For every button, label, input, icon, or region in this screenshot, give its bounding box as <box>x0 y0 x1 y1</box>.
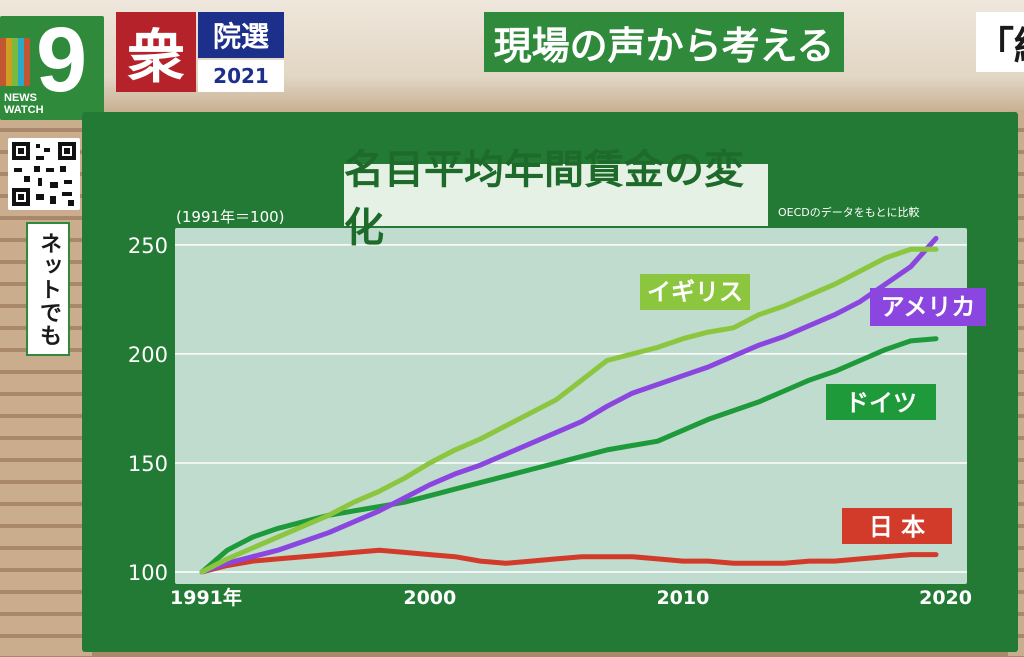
y-tick-label: 100 <box>128 561 168 585</box>
legend-text-de: ドイツ <box>845 389 917 417</box>
legend-label-us: アメリカ <box>870 288 986 326</box>
chart-source-note: OECDのデータをもとに比較 <box>778 206 920 219</box>
series-line-us <box>199 235 939 575</box>
chart-base-note: (1991年＝100) <box>176 208 285 226</box>
election-badge-char: 衆 <box>116 12 196 92</box>
segment-headline-right-fragment: 「経 <box>976 12 1024 72</box>
x-tick-label: 2000 <box>403 587 456 609</box>
legend-label-uk: イギリス <box>640 274 750 310</box>
legend-text-uk: イギリス <box>647 278 743 306</box>
legend-text-jp: 日 本 <box>869 513 925 541</box>
logo-color-bars <box>0 38 30 86</box>
y-tick-labels: 100 150 200 250 <box>128 234 168 585</box>
series-line-uk <box>199 246 939 575</box>
logo-number: 9 <box>36 9 88 111</box>
y-tick-label: 250 <box>128 234 168 258</box>
legend-label-de: ドイツ <box>826 384 936 420</box>
x-tick-label: 1991年 <box>170 586 242 609</box>
y-tick-label: 200 <box>128 343 168 367</box>
logo-text: NEWS WATCH <box>4 92 44 116</box>
segment-headline: 現場の声から考える <box>484 12 844 72</box>
chart-title: 名目平均年間賃金の変化 <box>344 147 768 251</box>
logo-text-line2: WATCH <box>4 104 44 116</box>
series-line-jp <box>199 547 939 575</box>
legend-label-jp: 日 本 <box>842 508 952 544</box>
x-tick-labels: 1991年 2000 2010 2020 <box>170 586 972 609</box>
grid-lines <box>175 244 967 573</box>
y-tick-label: 150 <box>128 452 168 476</box>
news-watch-9-logo: 9 NEWS WATCH <box>0 9 104 120</box>
election-badge-label: 院選 <box>198 12 284 58</box>
logo-text-line1: NEWS <box>4 92 37 104</box>
x-tick-label: 2010 <box>656 587 709 609</box>
legend-text-us: アメリカ <box>881 293 976 321</box>
x-tick-label: 2020 <box>919 587 972 609</box>
qr-code-icon <box>8 138 80 210</box>
side-label-online: ネットでも <box>26 222 70 356</box>
election-badge-year: 2021 <box>198 60 284 92</box>
series-lines <box>199 235 939 575</box>
